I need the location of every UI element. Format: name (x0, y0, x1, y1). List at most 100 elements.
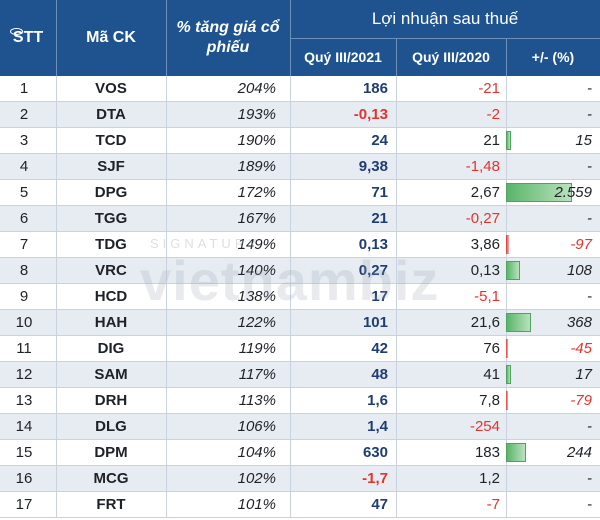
cell-price-increase: 102% (237, 470, 276, 487)
column-separator (396, 492, 397, 517)
cell-price-increase: 167% (237, 210, 276, 227)
header-separator (506, 38, 507, 76)
cell-profit-q3-2021: 21 (371, 210, 388, 227)
column-separator (166, 440, 167, 465)
column-separator (290, 466, 291, 491)
cell-stt: 15 (15, 444, 33, 461)
cell-ticker: SJF (97, 158, 125, 175)
column-separator (396, 180, 397, 205)
column-separator (290, 388, 291, 413)
header-separator (290, 0, 291, 76)
cell-stt: 2 (19, 106, 29, 123)
cell-price-increase: 119% (238, 340, 276, 357)
column-separator (506, 492, 507, 517)
cell-ticker: FRT (96, 496, 126, 513)
cell-profit-q3-2021: 186 (362, 80, 388, 97)
header-change-percent: +/- (%) (531, 49, 575, 65)
cell-profit-q3-2021: 1,4 (367, 418, 388, 435)
cell-stt: 3 (19, 132, 29, 149)
cell-ticker: DPG (94, 184, 128, 201)
column-separator (290, 362, 291, 387)
header-ma-ck: Mã CK (86, 29, 136, 46)
column-separator (166, 258, 167, 283)
column-separator (56, 440, 57, 465)
column-separator (166, 232, 167, 257)
cell-ticker: TDG (95, 236, 127, 253)
cell-ticker: DLG (95, 418, 127, 435)
cell-ticker: TGG (94, 210, 128, 227)
cell-change-percent: - (587, 158, 592, 175)
cell-stt: 8 (19, 262, 29, 279)
cell-ticker: DRH (94, 392, 128, 409)
cell-profit-q3-2021: 1,6 (367, 392, 388, 409)
cell-profit-q3-2021: 47 (371, 496, 388, 513)
cell-stt: 12 (15, 366, 33, 383)
header-profit-after-tax: Lợi nhuận sau thuế (371, 9, 519, 28)
cell-profit-q3-2021: 24 (371, 132, 388, 149)
column-separator (166, 206, 167, 231)
column-separator (396, 336, 397, 361)
column-separator (166, 388, 167, 413)
column-separator (166, 154, 167, 179)
cell-change-percent: - (587, 106, 592, 123)
cell-profit-q3-2021: 48 (371, 366, 388, 383)
column-separator (166, 76, 167, 101)
column-separator (56, 310, 57, 335)
header-separator (396, 38, 397, 76)
table-row: 8 VRC 140% 0,27 0,13 108 (0, 258, 600, 284)
column-separator (56, 102, 57, 127)
cell-change-percent: -79 (570, 392, 592, 409)
column-separator (56, 76, 57, 101)
cell-stt: 1 (19, 80, 29, 97)
column-separator (290, 492, 291, 517)
column-separator (396, 76, 397, 101)
cell-stt: 4 (19, 158, 29, 175)
cell-change-percent: 2.559 (554, 184, 592, 201)
change-bar (506, 339, 508, 358)
cell-profit-q3-2021: -0,13 (353, 106, 388, 123)
cell-change-percent: 244 (566, 444, 592, 461)
cell-change-percent: - (587, 418, 592, 435)
cell-change-percent: 368 (566, 314, 592, 331)
column-separator (56, 258, 57, 283)
header-separator (56, 0, 57, 76)
column-separator (166, 284, 167, 309)
change-bar (506, 131, 511, 150)
cell-change-percent: -97 (570, 236, 592, 253)
cell-price-increase: 138% (237, 288, 276, 305)
cell-change-percent: 108 (566, 262, 592, 279)
table-row: 6 TGG 167% 21 -0,27 - (0, 206, 600, 232)
ring-mark-icon (10, 28, 23, 35)
change-bar (506, 261, 520, 280)
column-separator (396, 414, 397, 439)
column-separator (56, 154, 57, 179)
cell-stt: 5 (19, 184, 29, 201)
cell-ticker: MCG (93, 470, 129, 487)
change-bar (506, 313, 531, 332)
column-separator (396, 310, 397, 335)
cell-price-increase: 193% (237, 106, 276, 123)
cell-profit-q3-2021: 71 (371, 184, 388, 201)
column-separator (166, 492, 167, 517)
cell-profit-q3-2020: 76 (483, 340, 500, 357)
cell-profit-q3-2020: 2,67 (470, 184, 500, 201)
table-header: STT Mã CK % tăng giá cổ phiếu Lợi nhuận … (0, 0, 600, 76)
cell-profit-q3-2020: -5,1 (474, 288, 500, 305)
table-row: 11 DIG 119% 42 76 -45 (0, 336, 600, 362)
cell-price-increase: 106% (237, 418, 276, 435)
cell-ticker: DIG (97, 340, 125, 357)
change-bar (506, 235, 509, 254)
column-separator (290, 232, 291, 257)
column-separator (290, 310, 291, 335)
cell-change-percent: 17 (575, 366, 592, 383)
column-separator (166, 336, 167, 361)
cell-stt: 7 (19, 236, 29, 253)
column-separator (56, 336, 57, 361)
cell-profit-q3-2020: -21 (478, 80, 500, 97)
cell-price-increase: 104% (237, 444, 276, 461)
cell-price-increase: 113% (238, 392, 276, 409)
cell-change-percent: -45 (570, 340, 592, 357)
cell-price-increase: 204% (237, 80, 276, 97)
column-separator (290, 154, 291, 179)
cell-price-increase: 172% (237, 184, 276, 201)
